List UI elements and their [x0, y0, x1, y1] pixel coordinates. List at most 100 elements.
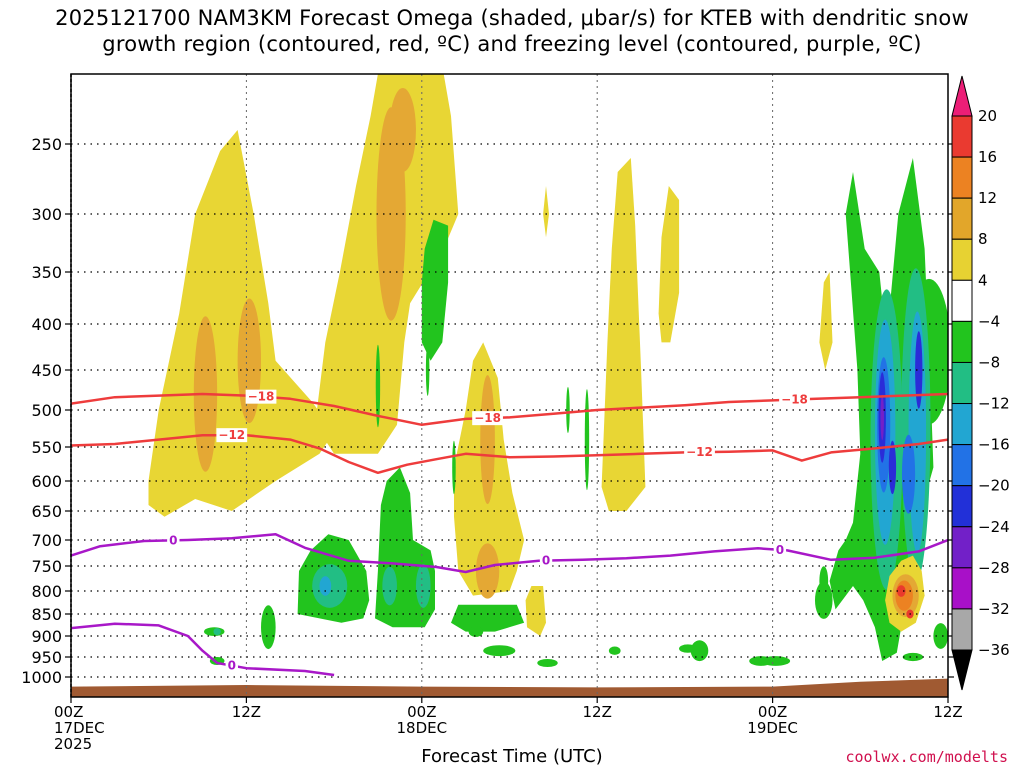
contour-label-3-1: 0 [169, 533, 177, 547]
descent-speck-14 [690, 640, 709, 662]
colorbar-segment-10 [951, 485, 973, 528]
colorbar-label-12: −28 [978, 559, 1010, 577]
x-tick-label-60-1: 12Z [933, 703, 962, 721]
y-tick-label-550: 550 [31, 438, 62, 457]
x-tick-label-48-2: 19DEC [747, 719, 798, 737]
colorbar-segment-1 [951, 115, 973, 158]
x-tick-label-36-1: 12Z [583, 703, 612, 721]
chart-title-line-1: 2025121700 NAM3KM Forecast Omega (shaded… [55, 6, 969, 30]
x-tick-label-0-3: 2025 [54, 735, 92, 753]
colorbar-label-6: −4 [978, 312, 1000, 330]
contour-label-1-1: −18 [248, 390, 275, 404]
colorbar-segment-4 [951, 238, 973, 281]
contour-label-bg [167, 533, 180, 548]
y-tick-label-950: 950 [31, 648, 62, 667]
descent-speck-8 [261, 605, 276, 650]
descent-speck-19 [902, 652, 924, 662]
contour-label-bg [216, 428, 248, 443]
contour-label-1-2: −18 [474, 411, 501, 425]
x-tick-label-0-2: 17DEC [54, 719, 105, 737]
y-tick-label-850: 850 [31, 605, 62, 624]
y-tick-label-800: 800 [31, 582, 62, 601]
chart-title-line-2: growth region (contoured, red, ºC) and f… [102, 32, 922, 56]
contour-label-bg [225, 658, 238, 673]
ascent-cell-lower-16a [896, 585, 906, 597]
ascent-plume-5 [601, 158, 646, 511]
y-tick-label-900: 900 [31, 627, 62, 646]
contour-label-1-3: −18 [781, 393, 808, 407]
descent-core-5h [888, 440, 897, 495]
descent-speck-18 [819, 566, 829, 596]
contour-line-3 [71, 532, 948, 574]
ascent-cell-lower-12 [895, 580, 913, 611]
colorbar-label-4: 8 [978, 230, 988, 248]
colorbar-segment-5 [951, 279, 973, 322]
colorbar-segment-11 [951, 526, 973, 569]
colorbar-label-8: −12 [978, 395, 1010, 413]
descent-core-5i [915, 331, 923, 409]
colorbar-top-arrow [951, 75, 973, 117]
descent-speck-16 [760, 656, 791, 666]
colorbar-segment-6 [951, 320, 973, 363]
descent-region-4 [451, 604, 525, 632]
x-tick-label-0-1: 00Z [54, 703, 83, 721]
ascent-core-3b [475, 543, 500, 599]
ascent-core-2b [389, 88, 416, 172]
y-tick-label-1000: 1000 [21, 668, 62, 687]
y-tick-label-600: 600 [31, 472, 62, 491]
contour-label-3-2: 0 [542, 554, 550, 568]
colorbar-segment-8 [951, 403, 973, 446]
colorbar-label-5: 4 [978, 271, 988, 289]
contour-label-bg [684, 445, 715, 460]
descent-core-1b [319, 576, 332, 596]
y-tick-label-350: 350 [31, 263, 62, 282]
colorbar-label-1: 20 [978, 107, 997, 125]
contour-label-bg [779, 392, 810, 407]
descent-speck-12 [608, 646, 621, 655]
colorbar-label-11: −24 [978, 518, 1010, 536]
ascent-plume-8 [819, 272, 833, 370]
contour-label-4-1: 0 [228, 659, 236, 673]
colorbar-segment-13 [951, 608, 973, 651]
descent-speck-teal [213, 628, 221, 636]
x-tick-label-12-1: 12Z [232, 703, 261, 721]
contour-label-2-1: −12 [218, 428, 245, 442]
descent-core-2a [382, 566, 397, 606]
colorbar-label-9: −16 [978, 436, 1010, 454]
y-tick-label-250: 250 [31, 135, 62, 154]
colorbar-segment-7 [951, 361, 973, 405]
y-tick-label-650: 650 [31, 502, 62, 521]
colorbar-label-3: 12 [978, 189, 997, 207]
y-tick-label-750: 750 [31, 557, 62, 576]
terrain-strip [71, 678, 948, 697]
descent-speck-5 [566, 386, 570, 434]
ascent-plume-6 [658, 186, 680, 343]
descent-core-5f [901, 434, 916, 514]
colorbar-label-14: −36 [978, 641, 1010, 659]
descent-speck-11 [537, 659, 558, 667]
descent-region-3 [421, 219, 449, 361]
contour-label-bg [773, 542, 787, 557]
descent-speck-1 [375, 344, 381, 428]
descent-speck-20 [933, 623, 948, 649]
contour-label-2-2: −12 [686, 445, 713, 459]
contour-label-bg [245, 389, 277, 404]
colorbar-segment-2 [951, 156, 973, 199]
colorbar-bottom-arrow [951, 649, 973, 691]
colorbar-label-13: −32 [978, 600, 1010, 618]
descent-speck-3 [452, 440, 456, 495]
descent-core-5j [880, 394, 884, 441]
x-tick-label-24-1: 00Z [407, 703, 436, 721]
descent-core-2b [415, 564, 431, 608]
colorbar-label-7: −8 [978, 353, 1000, 371]
descent-speck-9 [468, 626, 484, 637]
descent-speck-4 [584, 389, 590, 491]
descent-speck-10 [483, 645, 516, 657]
colorbar-segment-12 [951, 567, 973, 610]
credit-text: coolwx.com/modelts [845, 748, 1008, 766]
contour-label-3-3: 0 [776, 543, 784, 557]
colorbar-label-2: 16 [978, 148, 997, 166]
ascent-plume-4 [525, 586, 546, 636]
ascent-core-1b [237, 298, 262, 424]
